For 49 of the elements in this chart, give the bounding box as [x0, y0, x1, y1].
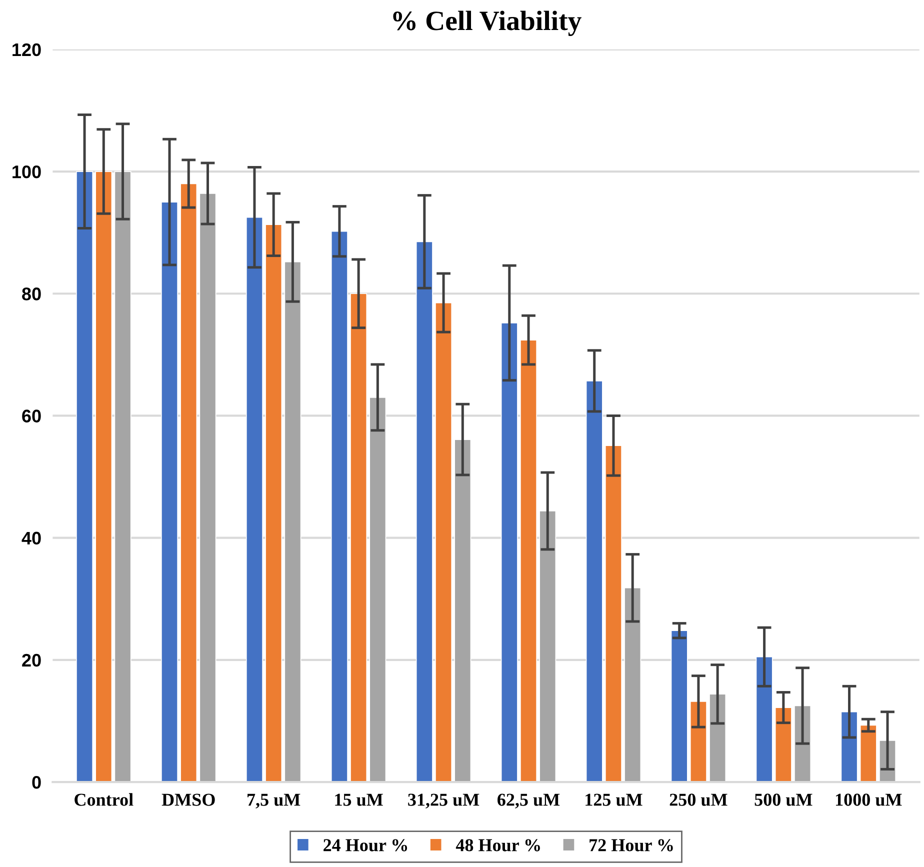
x-tick-label: 15 uM — [335, 794, 383, 806]
bar — [330, 230, 348, 782]
x-tick-label: 250 uM — [670, 794, 728, 806]
bar — [265, 224, 282, 782]
bar — [756, 656, 773, 782]
bar — [76, 171, 94, 782]
bar — [435, 302, 452, 782]
bar — [114, 171, 132, 782]
y-tick-label: 20 — [22, 654, 41, 667]
bar — [520, 340, 537, 782]
bar — [709, 694, 726, 782]
bar — [624, 587, 642, 782]
bar — [690, 701, 707, 782]
y-tick-label: 40 — [22, 532, 41, 545]
y-tick-label: 100 — [12, 165, 41, 178]
bar — [199, 193, 216, 782]
bar — [180, 183, 198, 782]
legend-label: 24 Hour % — [324, 839, 408, 852]
bar — [586, 380, 603, 782]
bar — [539, 510, 556, 782]
bar — [161, 202, 178, 782]
x-tick-label: 62,5 uM — [498, 794, 560, 808]
bar — [454, 439, 472, 782]
x-tick-label: 125 uM — [586, 794, 642, 806]
bar — [840, 711, 858, 782]
legend-label: 48 Hour % — [456, 839, 540, 852]
bar — [246, 216, 263, 782]
y-tick-label: 120 — [12, 43, 41, 56]
y-tick-label: 80 — [22, 288, 41, 300]
legend-label: 72 Hour % — [590, 839, 673, 852]
bar — [500, 322, 518, 782]
x-tick-label: 7,5 uM — [248, 794, 300, 808]
x-tick-label: DMSO — [162, 794, 215, 806]
bar — [95, 171, 112, 782]
bar — [860, 724, 877, 782]
x-tick-label: 500 uM — [754, 794, 812, 806]
bar — [369, 396, 386, 782]
bar — [604, 445, 622, 782]
chart-title: % Cell Viability — [393, 10, 582, 36]
x-tick-label: 1000 uM — [836, 794, 902, 806]
x-tick-label: Control — [74, 793, 134, 806]
y-tick-label: 60 — [22, 410, 41, 422]
bar — [670, 630, 688, 782]
bar — [350, 293, 368, 782]
y-tick-label: 0 — [32, 776, 41, 789]
bar — [774, 707, 792, 782]
bar — [284, 261, 302, 782]
x-tick-label: 31,25 uM — [408, 794, 480, 808]
bar — [416, 241, 433, 782]
